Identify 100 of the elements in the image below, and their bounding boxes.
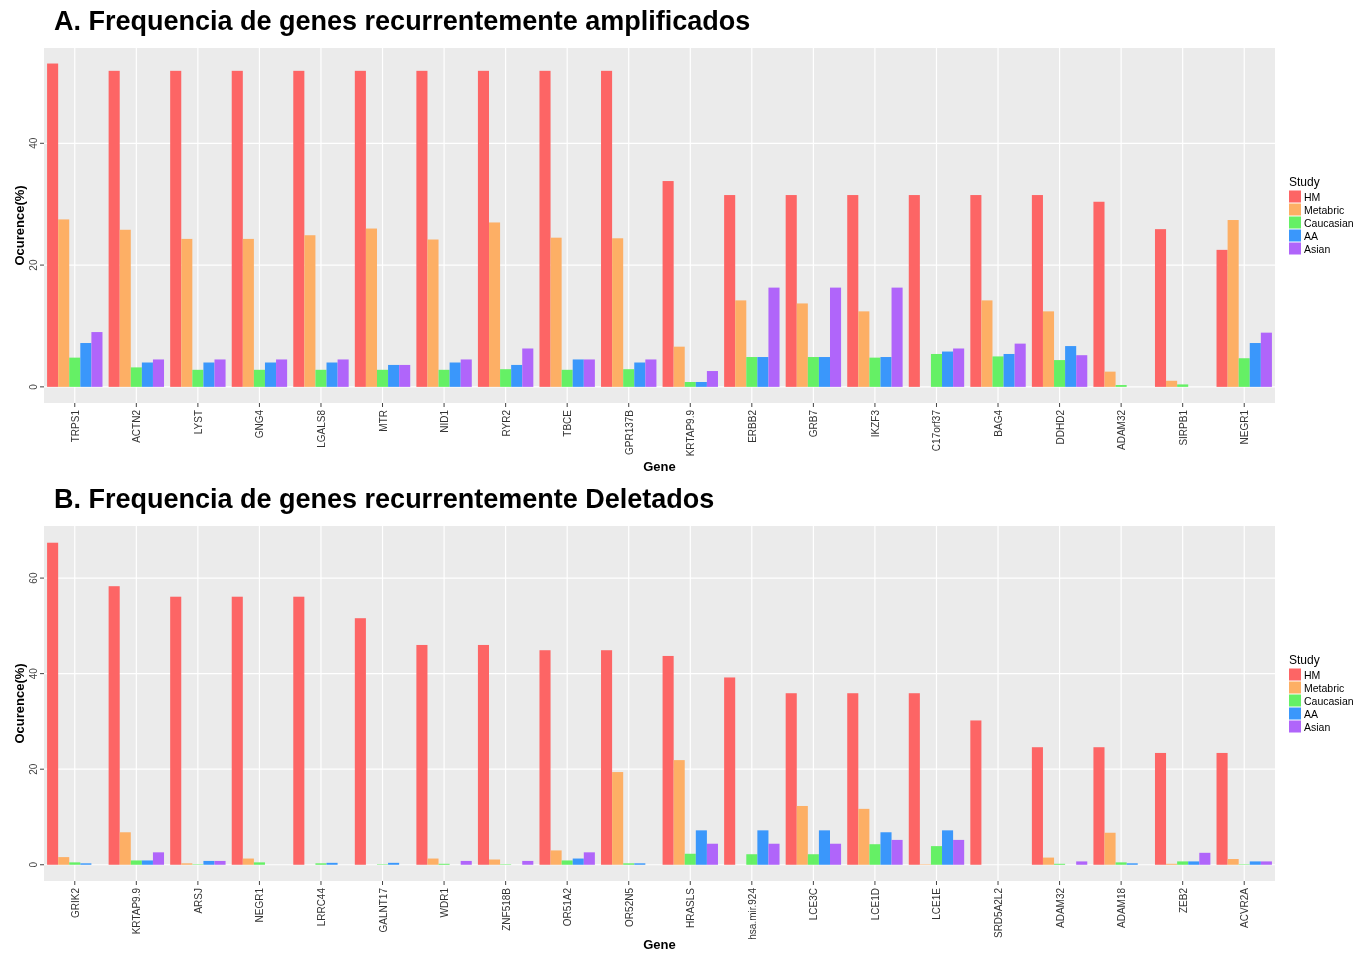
bar <box>768 843 780 865</box>
bar <box>1003 353 1015 387</box>
bar <box>601 70 613 387</box>
bar <box>891 839 903 865</box>
bar <box>170 596 182 865</box>
bar <box>47 542 59 865</box>
bar <box>561 369 573 387</box>
x-tick-label: ADAM32 <box>1116 409 1128 451</box>
bar <box>58 857 70 865</box>
x-tick-label: OR52N5 <box>623 887 635 927</box>
bar <box>181 238 193 387</box>
x-tick-label: ACTN2 <box>131 409 143 443</box>
y-tick-label: 40 <box>28 667 39 680</box>
bar <box>276 359 288 387</box>
y-tick-label: 0 <box>28 861 39 868</box>
bar <box>829 287 842 387</box>
bar <box>522 348 534 387</box>
bar <box>141 362 153 387</box>
bar <box>1065 346 1077 387</box>
bar <box>684 381 696 387</box>
bar <box>1093 201 1105 387</box>
bar <box>796 303 808 387</box>
bar <box>869 357 881 387</box>
bar <box>539 70 551 387</box>
bar <box>673 760 685 865</box>
bar <box>1031 747 1043 865</box>
legend-label: Asian <box>1304 720 1331 733</box>
bar <box>601 650 613 865</box>
bar <box>807 854 819 865</box>
bar <box>47 63 59 387</box>
x-tick-label: ADAM32 <box>1054 887 1066 929</box>
legend-label: HM <box>1304 190 1321 203</box>
bar <box>108 70 120 387</box>
x-tick-label: WDR1 <box>439 887 451 918</box>
x-tick-label: BAG4 <box>993 409 1005 437</box>
bar <box>108 586 120 865</box>
bar <box>858 808 870 865</box>
bar <box>477 644 490 865</box>
x-tick-label: NID1 <box>439 409 451 433</box>
bar <box>1031 195 1043 387</box>
bar <box>981 300 993 387</box>
x-tick-label: LCE1D <box>869 888 881 921</box>
y-tick-label: 20 <box>28 259 39 271</box>
x-tick-label: KRTAP9.9 <box>131 887 143 935</box>
x-tick-label: OR51A2 <box>562 887 574 927</box>
bar <box>214 860 226 865</box>
x-tick-label: MTR <box>377 410 389 432</box>
x-tick-label: LCE1E <box>931 887 943 920</box>
bar <box>365 228 377 387</box>
bar <box>427 858 439 865</box>
bar <box>818 830 830 865</box>
bar <box>354 618 366 865</box>
bar <box>477 70 490 387</box>
x-tick-label: LCE3C <box>808 888 820 921</box>
bar <box>673 346 685 387</box>
bar <box>242 238 254 387</box>
bar <box>1154 752 1167 865</box>
bar <box>58 219 70 387</box>
bar <box>231 596 243 865</box>
x-tick-label: TRPS1 <box>69 409 81 443</box>
y-axis-title: Ocurence(%) <box>12 663 27 744</box>
bar <box>583 359 595 387</box>
bar <box>858 311 870 387</box>
bar <box>757 357 769 387</box>
bar <box>1104 371 1116 387</box>
bar <box>662 655 674 865</box>
bar <box>880 357 892 387</box>
legend-label: HM <box>1304 668 1321 681</box>
y-axis-title: Ocurence(%) <box>12 185 27 266</box>
chart-title: A. Frequencia de genes recurrentemente amplificados <box>54 6 751 36</box>
bar <box>1014 343 1026 387</box>
bar <box>1227 220 1239 387</box>
x-tick-label: KRTAP9.9 <box>685 409 697 457</box>
bar <box>69 862 81 865</box>
bar <box>942 351 954 387</box>
bar <box>511 364 523 387</box>
bar <box>522 860 534 865</box>
bar <box>829 843 842 865</box>
bar <box>583 852 595 865</box>
bar <box>970 720 982 865</box>
x-tick-label: LYST <box>192 410 204 435</box>
bar <box>192 369 204 387</box>
bar <box>170 70 182 387</box>
legend-label: AA <box>1304 707 1319 720</box>
bar <box>992 356 1004 387</box>
bar <box>80 343 92 387</box>
x-tick-label: GPR137B <box>623 409 635 456</box>
bar <box>1188 861 1200 865</box>
chart-title: B. Frequencia de genes recurrentemente Deletados <box>54 484 715 514</box>
x-tick-label: LRRC44 <box>315 887 327 927</box>
x-tick-label: C17orf37 <box>931 409 943 452</box>
bar <box>1076 861 1088 865</box>
x-tick-label: ARSJ <box>192 888 204 914</box>
x-tick-label: hsa.mir.924 <box>746 887 758 940</box>
bar <box>561 860 573 865</box>
bar <box>572 858 584 865</box>
bar <box>634 362 646 387</box>
bar <box>684 853 696 865</box>
bar <box>891 287 903 387</box>
bar <box>130 860 142 865</box>
